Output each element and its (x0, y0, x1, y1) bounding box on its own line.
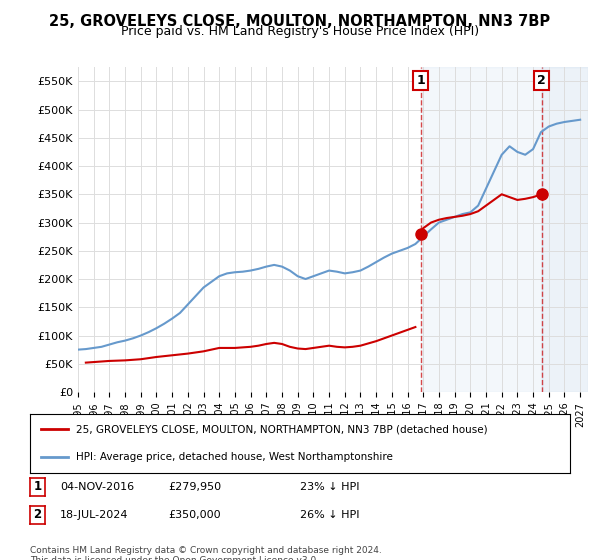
Text: £350,000: £350,000 (168, 510, 221, 520)
Bar (421, 67, 542, 392)
Text: HPI: Average price, detached house, West Northamptonshire: HPI: Average price, detached house, West… (76, 452, 393, 462)
Text: 25, GROVELEYS CLOSE, MOULTON, NORTHAMPTON, NN3 7BP: 25, GROVELEYS CLOSE, MOULTON, NORTHAMPTO… (49, 14, 551, 29)
Text: 23% ↓ HPI: 23% ↓ HPI (300, 482, 359, 492)
Text: £279,950: £279,950 (168, 482, 221, 492)
Text: 2: 2 (537, 74, 546, 87)
Bar (542, 67, 588, 392)
Text: 25, GROVELEYS CLOSE, MOULTON, NORTHAMPTON, NN3 7BP (detached house): 25, GROVELEYS CLOSE, MOULTON, NORTHAMPTO… (76, 424, 488, 434)
Text: Price paid vs. HM Land Registry's House Price Index (HPI): Price paid vs. HM Land Registry's House … (121, 25, 479, 38)
Bar (542, 67, 588, 392)
Text: 1: 1 (416, 74, 425, 87)
Text: Contains HM Land Registry data © Crown copyright and database right 2024.
This d: Contains HM Land Registry data © Crown c… (30, 546, 382, 560)
Text: 2: 2 (34, 508, 41, 521)
Text: 04-NOV-2016: 04-NOV-2016 (60, 482, 134, 492)
Text: 26% ↓ HPI: 26% ↓ HPI (300, 510, 359, 520)
Text: 18-JUL-2024: 18-JUL-2024 (60, 510, 128, 520)
Text: 1: 1 (34, 480, 41, 493)
